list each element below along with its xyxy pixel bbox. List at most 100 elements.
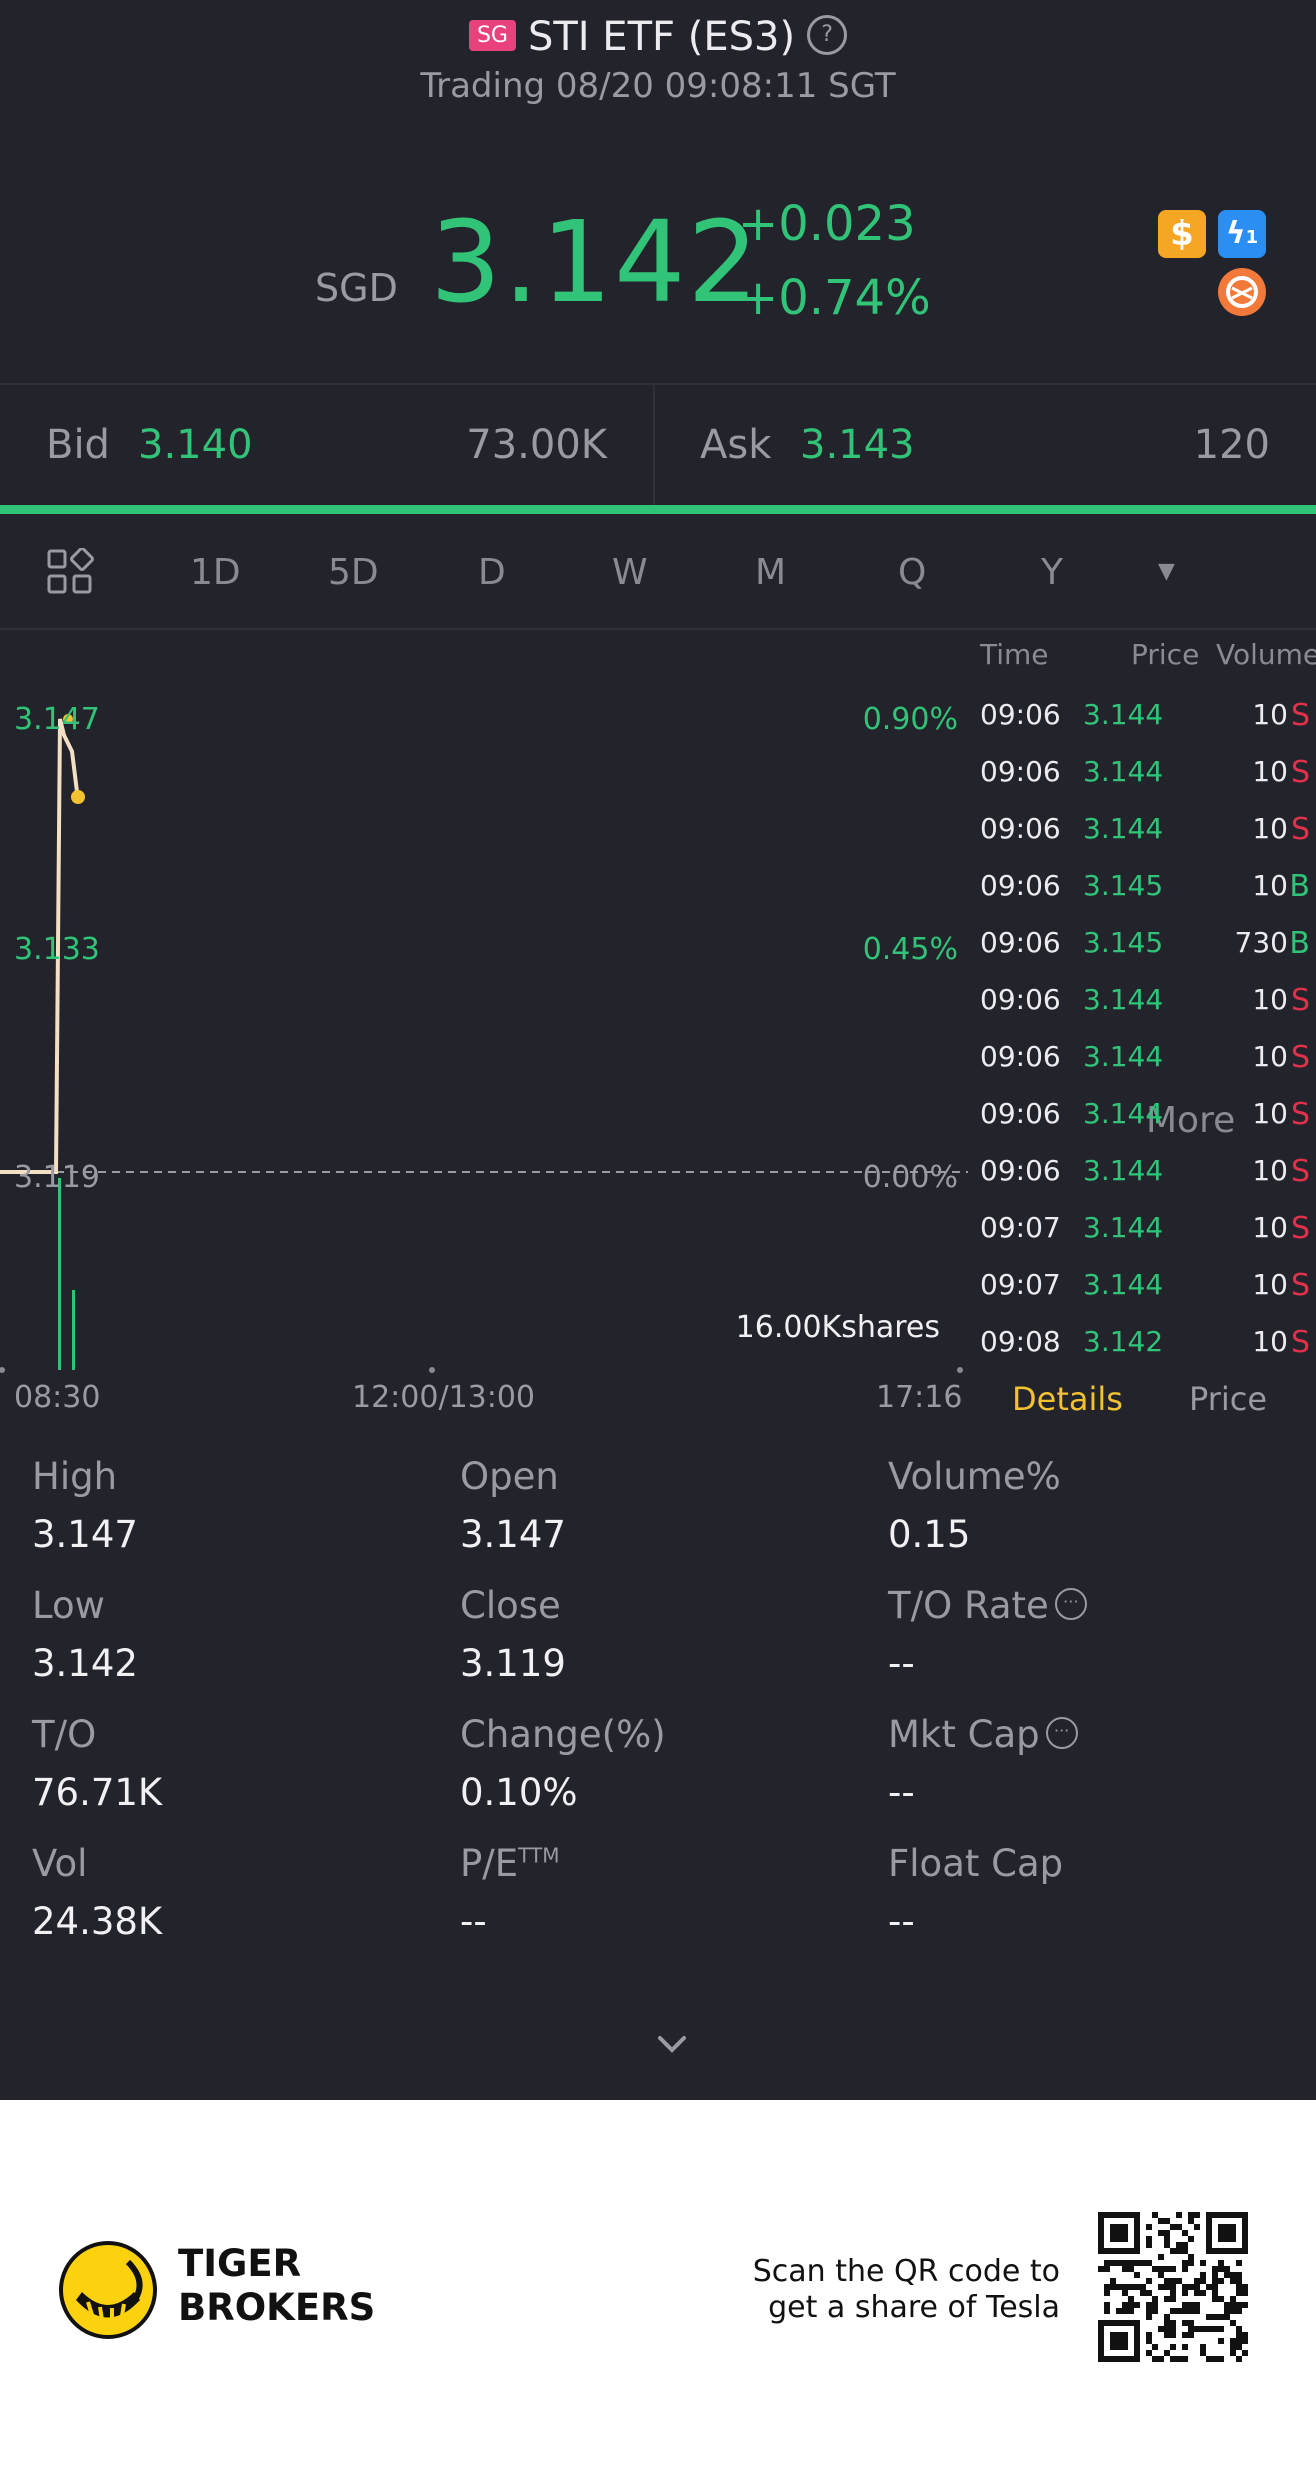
axis-dot <box>0 1367 5 1373</box>
price-line <box>0 718 80 1174</box>
stat-volume-pct: 0.15 <box>888 1513 971 1556</box>
help-icon[interactable]: ? <box>807 15 848 55</box>
promo-line2: get a share of Tesla <box>768 2290 1060 2325</box>
layout-grid-icon[interactable] <box>46 547 94 596</box>
trade-volume: 10 <box>1252 869 1288 902</box>
trade-time: 09:06 <box>980 1097 1061 1130</box>
trade-row: 09:08 3.142 10 S <box>0 1313 1316 1370</box>
trade-volume: 10 <box>1252 698 1288 731</box>
tab-details[interactable]: Details <box>1012 1380 1123 1418</box>
y-axis-label: 3.119 <box>14 1160 100 1195</box>
trade-volume: 10 <box>1252 1097 1288 1130</box>
x-axis-label: 12:00/13:00 <box>352 1380 536 1415</box>
trade-volume: 10 <box>1252 1211 1288 1244</box>
stat-label: Change(%) <box>460 1713 666 1756</box>
x-axis-label: 08:30 <box>14 1380 101 1415</box>
tab-1d[interactable]: 1D <box>190 552 241 593</box>
security-name: STI ETF (ES3) <box>527 14 796 60</box>
app-screen <box>0 0 1316 2100</box>
stat-to-rate[interactable]: T/O Rate ··· <box>888 1584 1087 1627</box>
stat-label: Low <box>32 1584 105 1627</box>
trade-row: 09:06 3.145 10 B <box>0 857 1316 914</box>
trade-side: S <box>1290 1211 1310 1246</box>
y-axis-label: 3.133 <box>14 932 100 967</box>
stat-change-pct: 0.10% <box>460 1771 578 1814</box>
stat-label: Open <box>460 1455 559 1498</box>
share-footer: TIGER BROKERS Scan the QR code to get a … <box>0 2100 1316 2480</box>
trade-price: 3.145 <box>1083 926 1164 959</box>
option-icon[interactable] <box>1218 268 1266 316</box>
lightning-trade-icon[interactable]: ϟ1 <box>1218 210 1266 258</box>
tab-more[interactable]: More ▼ <box>1146 548 1235 1141</box>
tab-5d[interactable]: 5D <box>328 552 379 593</box>
stat-label: High <box>32 1455 118 1498</box>
dividend-dollar-icon[interactable]: $ <box>1158 210 1206 258</box>
divider <box>653 384 655 506</box>
intraday-chart[interactable] <box>0 630 968 1380</box>
qr-code[interactable] <box>1098 2212 1248 2362</box>
trade-row: 09:06 3.144 10 S <box>0 1028 1316 1085</box>
brand-name-line1: TIGER <box>178 2242 302 2285</box>
trade-side: B <box>1289 869 1310 904</box>
more-info-icon[interactable]: ··· <box>1054 1587 1087 1620</box>
tab-quarter[interactable]: Q <box>898 552 927 593</box>
trade-side: S <box>1290 983 1310 1018</box>
trade-price: 3.144 <box>1083 812 1164 845</box>
trade-volume: 10 <box>1252 755 1288 788</box>
open-price-marker <box>63 714 73 724</box>
trade-price: 3.142 <box>1083 1325 1164 1358</box>
stat-high: 3.147 <box>32 1513 138 1556</box>
trade-row: 09:06 3.144 10 S <box>0 743 1316 800</box>
trade-price: 3.144 <box>1083 983 1164 1016</box>
tab-week[interactable]: W <box>612 552 648 593</box>
bid-price: 3.140 <box>138 422 253 468</box>
stat-turnover: 76.71K <box>32 1771 163 1814</box>
trade-side: S <box>1290 1325 1310 1360</box>
trade-price: 3.144 <box>1083 1097 1164 1130</box>
bid-ask-ratio-bar <box>0 505 1316 514</box>
col-volume: Volume <box>1216 638 1316 671</box>
trade-price: 3.144 <box>1083 698 1164 731</box>
trade-time: 09:06 <box>980 755 1061 788</box>
tab-price[interactable]: Price <box>1189 1380 1268 1418</box>
tab-day[interactable]: D <box>478 552 506 593</box>
trade-time: 09:06 <box>980 1154 1061 1187</box>
stat-label: Close <box>460 1584 561 1627</box>
axis-dot <box>957 1367 963 1373</box>
bid-size: 73.00K <box>466 422 607 468</box>
page-title: SG STI ETF (ES3)? <box>0 14 1316 60</box>
tiger-logo-icon <box>58 2240 158 2340</box>
trade-price: 3.144 <box>1083 1154 1164 1187</box>
tab-year[interactable]: Y <box>1041 552 1063 593</box>
trade-side: S <box>1290 1040 1310 1075</box>
qr-code-image <box>1098 2212 1248 2362</box>
trade-price: 3.144 <box>1083 1268 1164 1301</box>
pct-axis-label: 0.45% <box>862 932 958 967</box>
expand-chevron-icon[interactable] <box>652 2030 692 2060</box>
trade-row: 09:06 3.145 730 B <box>0 914 1316 971</box>
axis-dot <box>429 1367 435 1373</box>
price-change: +0.023 <box>738 196 916 252</box>
trade-time: 09:06 <box>980 869 1061 902</box>
volume-bar <box>72 1290 75 1370</box>
trade-side: S <box>1290 755 1310 790</box>
trade-volume: 10 <box>1252 1325 1288 1358</box>
brand-name-line2: BROKERS <box>178 2286 376 2329</box>
volume-bars <box>58 1178 75 1370</box>
stat-mkt-cap[interactable]: Mkt Cap ··· <box>888 1713 1078 1756</box>
more-info-icon[interactable]: ··· <box>1045 1716 1078 1749</box>
trade-row: 09:06 3.144 10 S <box>0 971 1316 1028</box>
ask-label: Ask <box>700 422 772 468</box>
market-badge: SG <box>468 19 516 51</box>
trade-side: S <box>1290 1154 1310 1189</box>
trade-row: 09:06 3.144 10 S <box>0 686 1316 743</box>
stat-label: Volume% <box>888 1455 1061 1498</box>
trade-price: 3.144 <box>1083 1211 1164 1244</box>
volume-bar <box>58 1178 61 1370</box>
promo-line1: Scan the QR code to <box>752 2254 1060 2289</box>
trade-time: 09:07 <box>980 1268 1061 1301</box>
trade-row: 09:06 3.144 10 S <box>0 800 1316 857</box>
stat-label: P/E <box>460 1842 519 1885</box>
col-price: Price <box>1131 638 1200 671</box>
tab-month[interactable]: M <box>755 552 787 593</box>
